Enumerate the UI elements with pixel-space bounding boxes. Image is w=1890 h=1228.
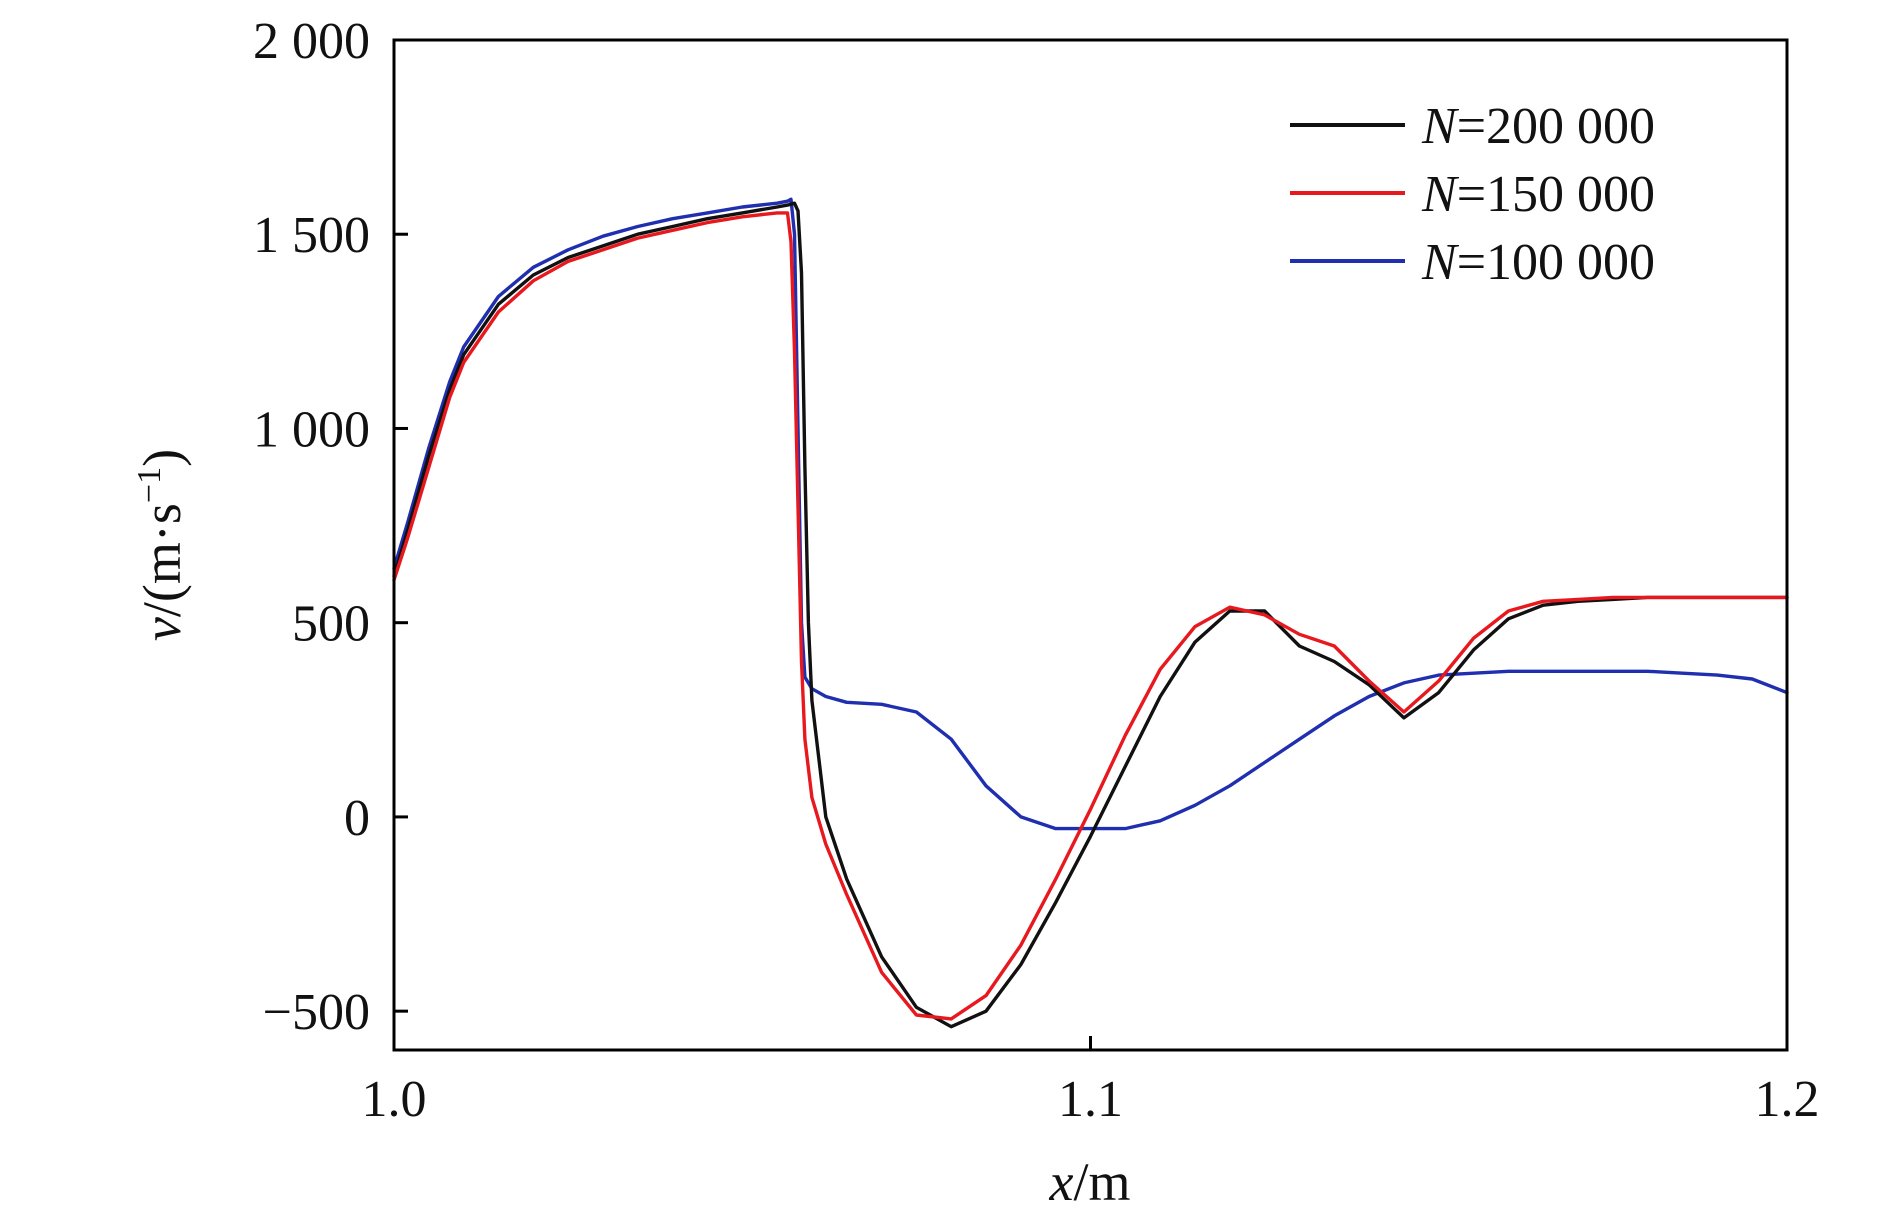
- x-tick-label: 1.1: [1058, 1071, 1123, 1128]
- y-tick-label: 0: [344, 790, 370, 847]
- x-axis-label: x/m: [1049, 1152, 1131, 1212]
- series-line-n100000: [392, 197, 1789, 831]
- legend-item: N=150 000: [1290, 166, 1655, 223]
- legend-label-n200000: N=200 000: [1421, 98, 1655, 155]
- y-tick-label: 1 500: [253, 207, 370, 264]
- y-axis: −500 0 500 1 000 1 500 2 000: [253, 13, 408, 1041]
- y-axis-label: v/(m·s−1): [131, 449, 192, 641]
- legend-item: N=100 000: [1290, 234, 1655, 291]
- y-tick-label: 2 000: [253, 13, 370, 70]
- x-tick-label: 1.0: [362, 1071, 427, 1128]
- y-tick-label: 500: [292, 596, 370, 653]
- legend-item: N=200 000: [1290, 98, 1655, 155]
- x-tick-label: 1.2: [1755, 1071, 1820, 1128]
- y-tick-label: −500: [263, 984, 370, 1041]
- legend-label-n150000: N=150 000: [1421, 166, 1655, 223]
- series-line-n200000: [392, 201, 1789, 1029]
- x-axis: 1.0 1.1 1.2: [362, 1036, 1820, 1128]
- series-layer: [392, 197, 1789, 1029]
- legend-label-n100000: N=100 000: [1421, 234, 1655, 291]
- legend: N=200 000 N=150 000 N=100 000: [1290, 98, 1655, 291]
- y-tick-label: 1 000: [253, 401, 370, 458]
- series-line-n150000: [392, 211, 1789, 1021]
